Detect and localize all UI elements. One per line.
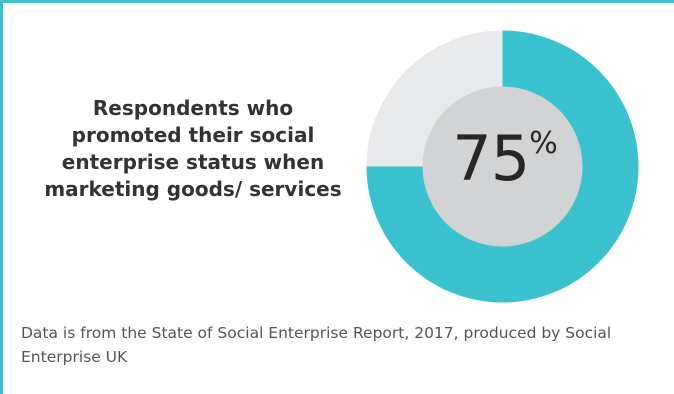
center-value-unit: % (529, 126, 558, 161)
chart-title: Respondents who promoted their social en… (44, 96, 342, 201)
source-note: Data is from the State of Social Enterpr… (21, 324, 612, 366)
center-value-number: 75 (452, 122, 530, 195)
center-value: 75% (425, 126, 585, 190)
inner-disc (422, 86, 583, 247)
donut-chart (366, 30, 639, 303)
